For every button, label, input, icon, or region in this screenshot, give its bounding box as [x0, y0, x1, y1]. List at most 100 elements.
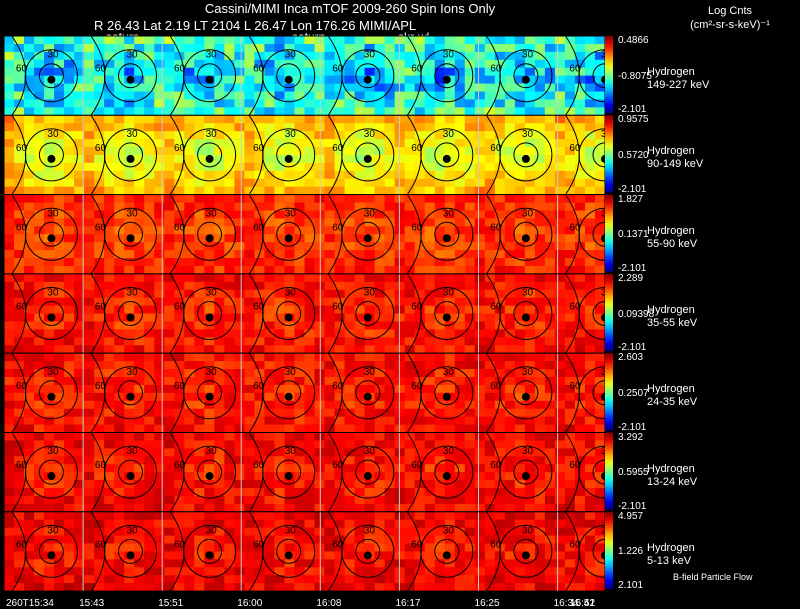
- heatmap-cell: [324, 543, 335, 552]
- heatmap-cell: [454, 416, 466, 425]
- heatmap-cell: [434, 162, 446, 172]
- contour-ring: [355, 459, 381, 485]
- contour-ring: [355, 380, 381, 406]
- heatmap-cell: [414, 519, 425, 528]
- contour-label: 30: [206, 367, 218, 378]
- heatmap-cell: [434, 432, 446, 441]
- heatmap-cell: [354, 154, 365, 164]
- heatmap-cell: [414, 265, 425, 275]
- heatmap-cell: [354, 178, 365, 187]
- heatmap-cell: [354, 416, 365, 425]
- heatmap-cell: [174, 123, 185, 132]
- heatmap-cell: [314, 186, 325, 195]
- heatmap-cell: [124, 369, 135, 378]
- heatmap-cell: [584, 376, 596, 386]
- heatmap-cell: [234, 369, 245, 378]
- heatmap-cell: [494, 361, 506, 370]
- heatmap-cell: [454, 107, 466, 116]
- heatmap-cell: [374, 551, 385, 560]
- heatmap-cell: [404, 281, 415, 291]
- heatmap-cell: [344, 384, 355, 394]
- heatmap-cell: [324, 194, 335, 203]
- heatmap-cell: [554, 162, 566, 172]
- colorbar-value-max: 0.9575: [618, 114, 649, 126]
- heatmap-cell: [264, 107, 275, 116]
- heatmap-cell: [94, 305, 105, 314]
- heatmap-cell: [94, 519, 105, 528]
- heatmap-cell: [64, 226, 75, 235]
- heatmap-cell: [504, 369, 516, 378]
- x-tick-label: 16:08: [316, 598, 342, 609]
- heatmap-cell: [284, 186, 295, 195]
- heatmap-cell: [264, 305, 275, 314]
- heatmap-cell: [64, 448, 75, 457]
- heatmap-cell: [274, 281, 285, 291]
- heatmap-cell: [584, 297, 596, 306]
- heatmap-cell: [234, 329, 245, 338]
- heatmap-cell: [174, 170, 185, 180]
- heatmap-cell: [184, 218, 195, 227]
- heatmap-cell: [354, 567, 365, 576]
- heatmap-cell: [544, 297, 556, 306]
- contour-ring: [118, 538, 143, 564]
- heatmap-cell: [534, 258, 546, 267]
- heatmap-cell: [334, 218, 345, 227]
- heatmap-cell: [314, 59, 325, 69]
- heatmap-cell: [84, 503, 95, 513]
- heatmap-cell: [4, 527, 15, 536]
- heatmap-cell: [234, 202, 245, 211]
- heatmap-cell: [214, 99, 225, 108]
- heatmap-cell: [304, 551, 315, 560]
- heatmap-cell: [84, 321, 95, 330]
- heatmap-cell: [424, 472, 436, 481]
- heatmap-cell: [224, 440, 235, 449]
- heatmap-cell: [584, 456, 596, 465]
- heatmap-cell: [594, 472, 606, 481]
- heatmap-cell: [364, 424, 375, 433]
- heatmap-cell: [574, 250, 586, 259]
- heatmap-cell: [354, 297, 365, 306]
- heatmap-cell: [534, 186, 546, 195]
- heatmap-cell: [34, 99, 45, 108]
- heatmap-cell: [34, 353, 45, 362]
- heatmap-cell: [514, 392, 526, 402]
- heatmap-cell: [114, 488, 125, 497]
- heatmap-cell: [474, 123, 486, 132]
- heatmap-cell: [474, 551, 486, 560]
- heatmap-cell: [374, 218, 385, 227]
- field-direction-marker: [442, 392, 451, 401]
- heatmap-cell: [594, 503, 606, 513]
- heatmap-cell: [364, 369, 375, 378]
- contour-label: 30: [364, 525, 376, 536]
- heatmap-cell: [594, 305, 606, 314]
- heatmap-cell: [164, 139, 175, 148]
- heatmap-cell: [494, 424, 506, 433]
- heatmap-cell: [564, 162, 576, 172]
- heatmap-cell: [344, 559, 355, 568]
- heatmap-cell: [464, 210, 476, 219]
- heatmap-cell: [124, 289, 135, 298]
- heatmap-cell: [24, 99, 35, 108]
- heatmap-cell: [184, 440, 195, 449]
- heatmap-cell: [74, 178, 85, 187]
- heatmap-cell: [294, 51, 305, 61]
- heatmap-cell: [314, 408, 325, 417]
- heatmap-cell: [104, 392, 115, 402]
- heatmap-cell: [144, 226, 155, 235]
- colorbar-value-min: -2.101: [618, 183, 647, 195]
- heatmap-cell: [24, 353, 35, 362]
- heatmap-cell: [484, 36, 496, 45]
- heatmap-cell: [264, 583, 275, 592]
- heatmap-cell: [424, 432, 436, 441]
- heatmap-cell: [64, 36, 75, 45]
- heatmap-cell: [184, 210, 195, 219]
- heatmap-cell: [234, 115, 245, 124]
- heatmap-cell: [384, 115, 395, 124]
- heatmap-cell: [304, 123, 315, 132]
- heatmap-cell: [474, 432, 486, 441]
- heatmap-cell: [154, 83, 165, 92]
- heatmap-cell: [34, 36, 45, 45]
- heatmap-cell: [104, 154, 115, 164]
- heatmap-cell: [114, 456, 125, 465]
- heatmap-cell: [424, 559, 436, 568]
